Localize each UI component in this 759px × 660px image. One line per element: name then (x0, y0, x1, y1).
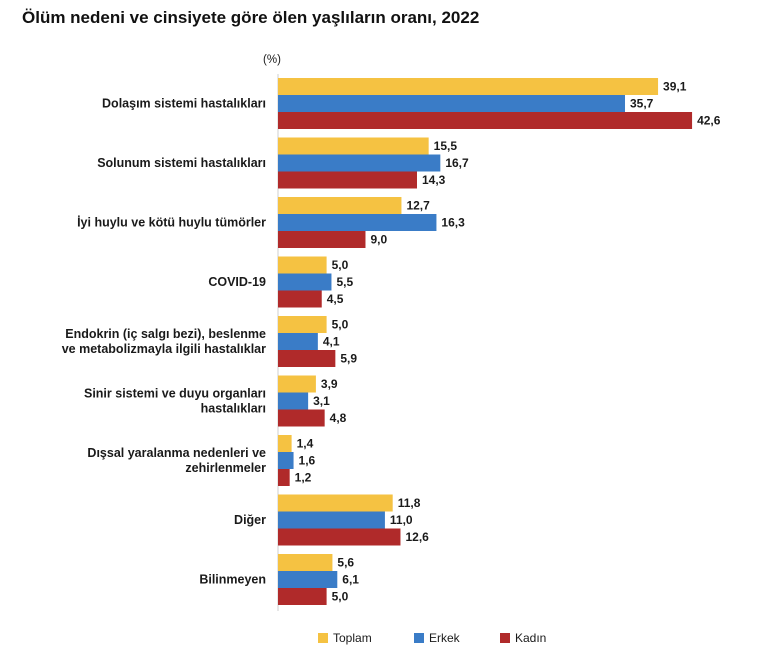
category-label: COVID-19 (208, 275, 266, 289)
legend-swatch-erkek (414, 633, 424, 643)
legend-label: Kadın (515, 631, 546, 645)
bar-toplam (278, 137, 429, 155)
data-label: 4,8 (330, 411, 347, 425)
bar-kadın (278, 409, 325, 427)
bar-toplam (278, 494, 393, 512)
bar-kadın (278, 350, 336, 367)
data-label: 12,7 (406, 199, 430, 213)
bar-toplam (278, 78, 659, 95)
data-label: 5,9 (340, 352, 357, 366)
category-label: zehirlenmeler (185, 461, 266, 475)
data-label: 1,4 (297, 437, 314, 451)
unit-label: (%) (263, 54, 281, 66)
category-label: Endokrin (iç salgı bezi), beslenme (65, 327, 266, 341)
bar-toplam (278, 554, 333, 571)
bar-kadın (278, 588, 327, 605)
data-label: 15,5 (434, 139, 458, 153)
data-label: 16,7 (445, 156, 469, 170)
data-label: 1,6 (299, 454, 316, 468)
bar-erkek (278, 154, 441, 172)
legend-swatch-toplam (318, 633, 328, 643)
legend-swatch-kadın (500, 633, 510, 643)
data-label: 12,6 (405, 530, 429, 544)
category-label: ve metabolizmayla ilgili hastalıklar (62, 342, 266, 356)
data-label: 4,5 (327, 292, 344, 306)
category-label: Solunum sistemi hastalıkları (97, 156, 266, 170)
data-label: 3,9 (321, 377, 338, 391)
bar-toplam (278, 316, 327, 333)
bar-kadın (278, 112, 693, 129)
data-label: 16,3 (441, 216, 465, 230)
data-label: 3,1 (313, 394, 330, 408)
bar-kadın (278, 528, 401, 546)
bar-kadın (278, 290, 322, 308)
data-label: 6,1 (342, 573, 359, 587)
bar-erkek (278, 333, 318, 350)
bar-erkek (278, 95, 626, 112)
bar-erkek (278, 392, 309, 410)
category-label: hastalıkları (201, 402, 266, 416)
category-label: Bilinmeyen (199, 573, 266, 587)
chart-title: Ölüm nedeni ve cinsiyete göre ölen yaşlı… (22, 8, 480, 27)
data-label: 1,2 (295, 471, 312, 485)
category-label: Dolaşım sistemi hastalıkları (102, 97, 266, 111)
category-label: Sinir sistemi ve duyu organları (84, 387, 266, 401)
data-label: 5,5 (336, 275, 353, 289)
data-label: 11,0 (390, 513, 413, 527)
bar-erkek (278, 214, 437, 231)
category-label: İyi huylu ve kötü huylu tümörler (77, 215, 266, 230)
bar-toplam (278, 256, 327, 274)
legend-label: Erkek (429, 631, 461, 645)
data-label: 5,0 (332, 590, 349, 604)
bar-toplam (278, 197, 402, 214)
bar-kadın (278, 171, 417, 189)
data-label: 42,6 (697, 114, 721, 128)
data-label: 5,0 (332, 258, 349, 272)
legend-label: Toplam (333, 631, 372, 645)
bar-erkek (278, 511, 385, 529)
data-label: 4,1 (323, 335, 340, 349)
bar-toplam (278, 435, 292, 452)
bar-erkek (278, 273, 332, 291)
category-label: Dışsal yaralanma nedenleri ve (87, 446, 266, 460)
bar-erkek (278, 571, 338, 588)
bar-kadın (278, 469, 290, 486)
bar-erkek (278, 452, 294, 469)
bar-toplam (278, 375, 316, 393)
data-label: 39,1 (663, 80, 687, 94)
bar-kadın (278, 231, 366, 248)
data-label: 35,7 (630, 97, 654, 111)
data-label: 14,3 (422, 173, 446, 187)
data-label: 5,0 (332, 318, 349, 332)
data-label: 5,6 (337, 556, 354, 570)
data-label: 11,8 (398, 496, 421, 510)
data-label: 9,0 (370, 233, 387, 247)
category-label: Diğer (234, 513, 266, 527)
